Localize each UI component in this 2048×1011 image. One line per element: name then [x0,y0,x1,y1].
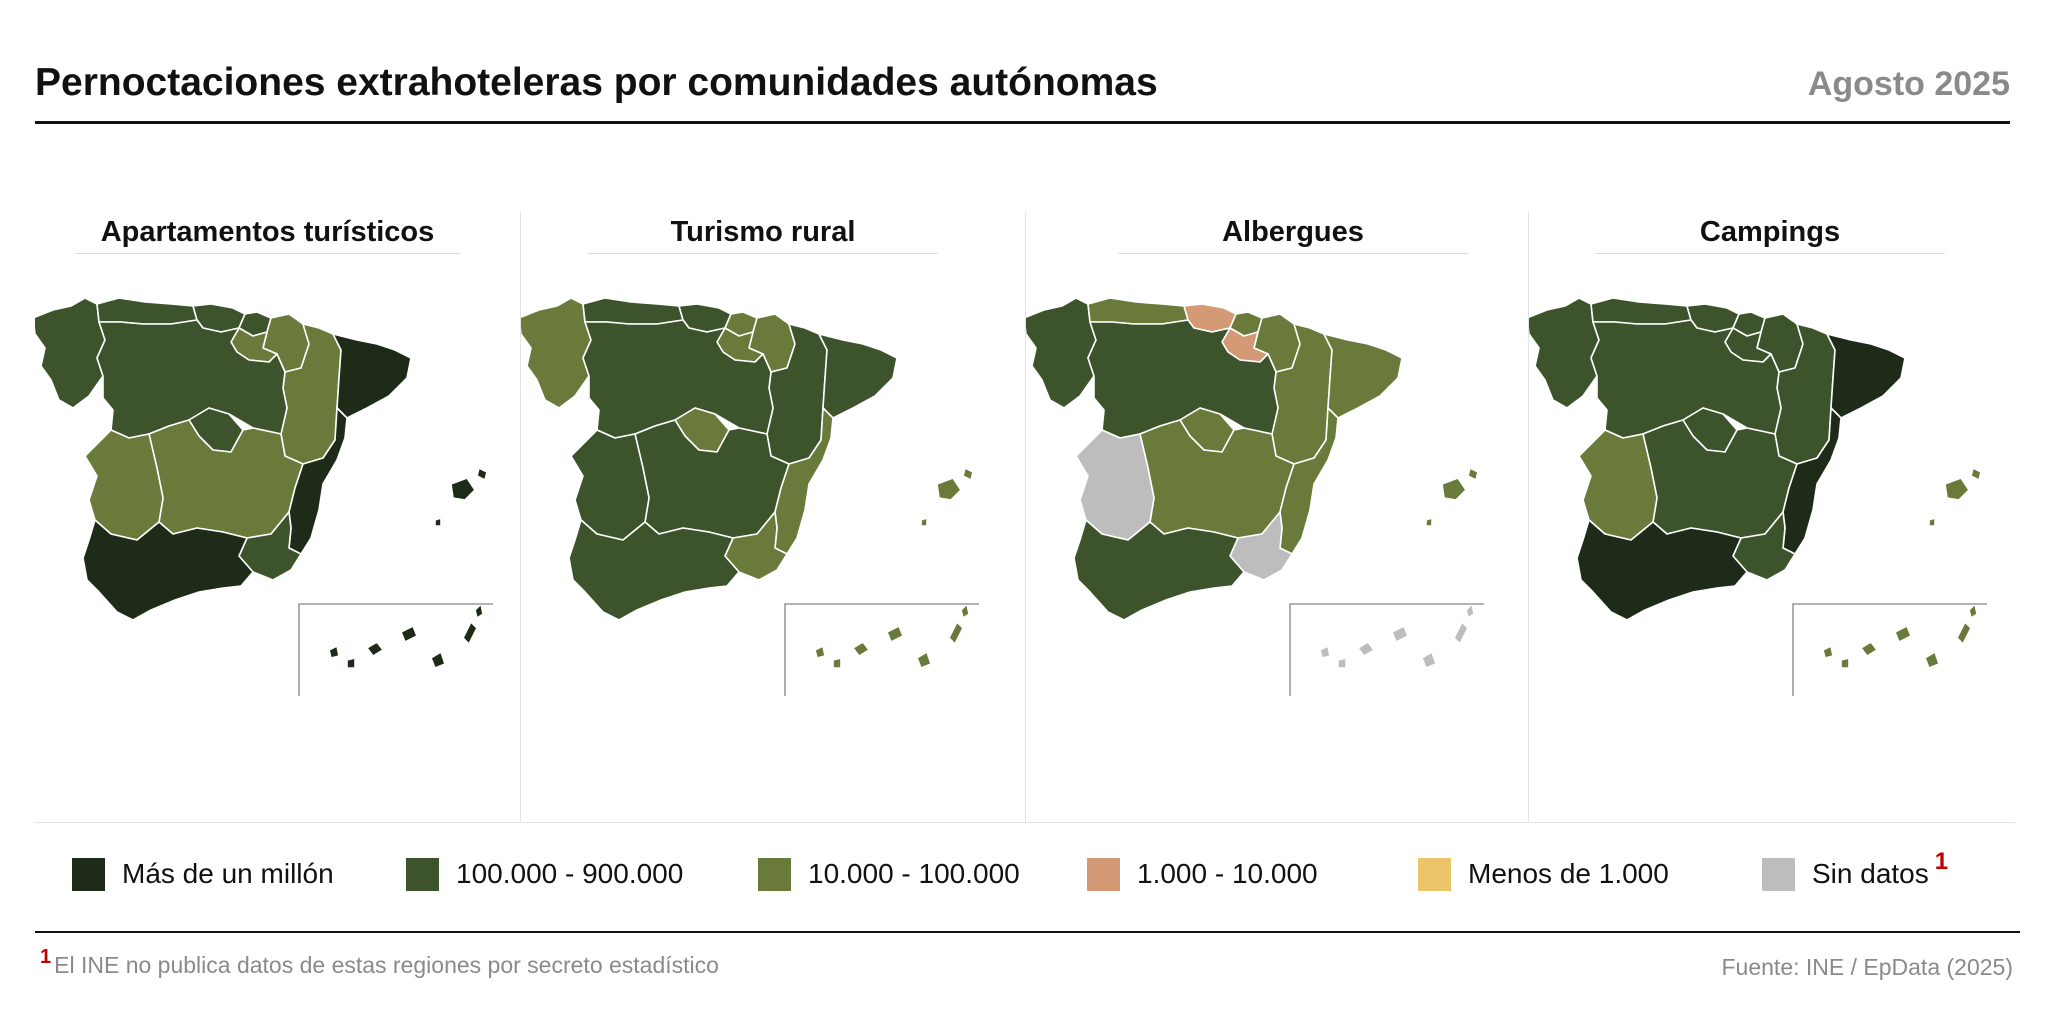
source-label: Fuente: INE / EpData (2025) [1721,954,2014,980]
region-canarias [328,603,484,669]
map-title: Albergues [1118,216,1468,254]
region-valencia [1782,407,1842,555]
page-title: Pernoctaciones extrahoteleras por comuni… [35,61,1158,104]
map-panel-4: Campings [1528,212,2016,822]
spain-map [1026,297,1484,696]
canarias-inset-frame [1792,603,1987,696]
footnote-marker: 1 [40,946,52,968]
region-andalucia [82,519,254,621]
region-castilla-leon [96,319,288,439]
region-asturias [582,297,684,325]
region-galicia [1026,297,1097,409]
region-cataluna [818,333,898,419]
legend-swatch [1762,857,1795,891]
legend-swatch [758,857,791,891]
canarias-inset-frame [298,603,493,696]
legend-label: Sin datos [1812,858,1929,889]
region-valencia [774,407,834,555]
region-baleares [920,467,974,527]
map-title: Turismo rural [588,216,938,254]
legend-label: Más de un millón [122,858,334,889]
legend-divider [35,822,2015,823]
region-galicia [521,297,592,409]
legend-item: 10.000 - 100.000 [758,852,1020,896]
region-canarias [1822,603,1978,669]
footnote-marker: 1 [1934,848,1949,875]
legend-label: 100.000 - 900.000 [456,858,684,889]
region-cataluna [332,333,412,419]
legend-item: Sin datos 1 [1762,848,1948,896]
region-castilla-leon [1590,319,1782,439]
region-baleares [1425,467,1479,527]
map-panel-3: Albergues [1025,212,1529,822]
map-panel-1: Apartamentos turísticos [35,212,520,822]
legend-swatch [72,857,105,891]
legend-item: Menos de 1.000 [1418,852,1669,896]
canarias-inset-frame [784,603,979,696]
region-andalucia [568,519,740,621]
region-cataluna [1826,333,1906,419]
header: Pernoctaciones extrahoteleras por comuni… [35,55,2010,124]
region-canarias [814,603,970,669]
legend-swatch [1418,857,1451,891]
region-andalucia [1073,519,1245,621]
map-panels: Apartamentos turísticos Turismo rural Al… [35,212,2015,822]
spain-map [35,297,493,696]
legend-item: 1.000 - 10.000 [1087,852,1318,896]
legend: Más de un millón 100.000 - 900.000 10.00… [70,848,2010,896]
region-canarias [1319,603,1475,669]
region-castilla-leon [1087,319,1279,439]
region-asturias [96,297,198,325]
map-title: Apartamentos turísticos [75,216,460,254]
legend-swatch [1087,857,1120,891]
canarias-inset-frame [1289,603,1484,696]
legend-swatch [406,857,439,891]
footnote: 1 El INE no publica datos de estas region… [40,946,719,979]
region-baleares [434,467,488,527]
region-baleares [1928,467,1982,527]
legend-item: 100.000 - 900.000 [406,852,683,896]
spain-map [521,297,979,696]
region-galicia [1529,297,1600,409]
legend-label: Menos de 1.000 [1468,858,1669,889]
region-castilla-leon [582,319,774,439]
legend-label: 10.000 - 100.000 [808,858,1020,889]
region-andalucia [1576,519,1748,621]
footer-rule [35,931,2020,933]
region-valencia [288,407,348,555]
map-panel-2: Turismo rural [520,212,1026,822]
region-asturias [1087,297,1189,325]
footnote-text: El INE no publica datos de estas regione… [54,952,719,978]
date-label: Agosto 2025 [1807,65,2010,103]
map-title: Campings [1595,216,1945,254]
legend-item: Más de un millón [72,852,334,896]
region-valencia [1279,407,1339,555]
region-cataluna [1323,333,1403,419]
region-asturias [1590,297,1692,325]
legend-label: 1.000 - 10.000 [1137,858,1318,889]
region-galicia [35,297,106,409]
spain-map [1529,297,1987,696]
